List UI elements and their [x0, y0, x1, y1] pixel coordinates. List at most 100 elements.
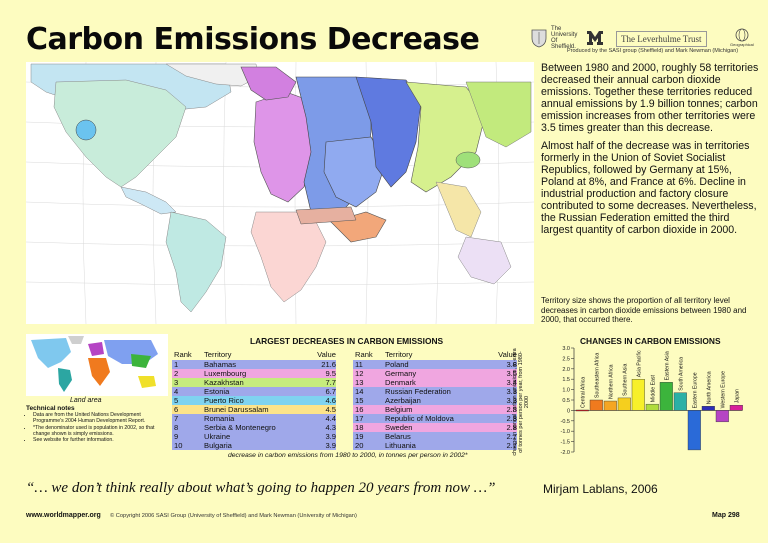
michigan-logo — [586, 28, 604, 48]
value-cell: 21.6 — [321, 360, 336, 369]
category-label: Northern Africa — [608, 364, 614, 399]
region-asia-east — [465, 81, 532, 148]
bar — [673, 392, 687, 411]
quote-author: Mirjam Lablans, 2006 — [543, 482, 658, 496]
territory-cell: Republic of Moldova — [385, 414, 454, 423]
value-cell: 4.3 — [325, 423, 336, 432]
cartogram-svg — [25, 61, 535, 325]
intro-text: Between 1980 and 2000, roughly 58 territ… — [541, 62, 763, 242]
region-caribbean — [75, 119, 97, 141]
rank-cell: 5 — [174, 396, 179, 405]
value-cell: 2.8 — [506, 405, 517, 414]
land-area-label: Land area — [70, 397, 102, 404]
bar — [715, 410, 729, 423]
sheffield-crest-icon — [531, 29, 547, 48]
header-value: Value — [317, 350, 336, 359]
rank-cell: 1 — [174, 360, 179, 369]
rank-cell: 11 — [355, 360, 363, 369]
rank-cell: 15 — [355, 396, 364, 405]
region-south-america — [165, 211, 227, 313]
copyright-text: © Copyright 2006 SASI Group (University … — [110, 513, 357, 519]
table-row: 18 Sweden 2.8 — [353, 423, 517, 432]
cartogram-map — [25, 61, 535, 325]
value-cell: 3.8 — [506, 360, 517, 369]
y-tick-label: -1.5 — [561, 440, 570, 446]
globe-icon — [735, 28, 749, 42]
mini-greenland — [68, 336, 84, 344]
territory-size-note: Territory size shows the proportion of a… — [541, 296, 747, 325]
rank-cell: 8 — [174, 423, 179, 432]
category-label: Japan — [734, 389, 740, 403]
largest-decreases-title: LARGEST DECREASES IN CARBON EMISSIONS — [250, 336, 444, 346]
y-tick-label: 1.5 — [562, 377, 570, 383]
bar — [729, 404, 743, 411]
territory-cell: Estonia — [204, 387, 230, 396]
value-cell: 3.3 — [506, 387, 517, 396]
table-row: 9 Ukraine 3.9 — [172, 432, 336, 441]
bar — [659, 382, 673, 411]
technical-note: *The denominator used is population in 2… — [33, 425, 171, 437]
mini-north-america — [31, 338, 71, 368]
quote: “… we don’t think really about what’s go… — [26, 480, 496, 496]
value-cell: 3.5 — [506, 369, 517, 378]
rank-cell: 2 — [174, 369, 179, 378]
bar — [617, 397, 631, 411]
technical-notes-list: Data are from the United Nations Develop… — [26, 412, 171, 443]
largest-table-right: Rank Territory Value 11 Poland 3.8 12 German… — [353, 350, 517, 450]
value-cell: 3.9 — [325, 441, 336, 450]
rank-cell: 9 — [174, 432, 179, 441]
table-row: 10 Bulgaria 3.9 — [172, 441, 336, 450]
website-link[interactable]: www.worldmapper.org — [26, 512, 101, 519]
y-tick-label: 2.5 — [562, 356, 570, 362]
value-cell: 3.4 — [506, 378, 517, 387]
region-south-asia — [435, 181, 482, 238]
michigan-m-icon — [587, 31, 603, 45]
category-label: Eastern Europe — [692, 372, 698, 408]
region-australia — [457, 236, 512, 285]
territory-cell: Luxembourg — [204, 369, 247, 378]
y-tick-label: -1.0 — [561, 429, 570, 435]
table-row: 2 Luxembourg 9.5 — [172, 369, 336, 378]
table-body-left: 1 Bahamas 21.6 2 Luxembourg 9.5 3 Kazakhstan 7.7… — [172, 360, 336, 450]
territory-cell: Kazakhstan — [204, 378, 244, 387]
table-row: 11 Poland 3.8 — [353, 360, 517, 369]
value-cell: 3.9 — [325, 432, 336, 441]
territory-cell: Bahamas — [204, 360, 237, 369]
territory-cell: Romania — [204, 414, 235, 423]
rank-cell: 10 — [174, 441, 183, 450]
region-kazakhstan-strip — [295, 206, 357, 225]
category-label: Asia Pacific — [636, 350, 642, 377]
region-western-europe — [253, 91, 317, 203]
table-row: 1 Bahamas 21.6 — [172, 360, 336, 369]
credit-line: Produced by the SASI group (Sheffield) a… — [567, 48, 739, 54]
logo-strip: The University Of Sheffield. The Leverhu… — [530, 26, 762, 56]
region-north-america — [53, 79, 187, 188]
region-greenland — [165, 63, 259, 87]
territory-cell: Puerto Rico — [204, 396, 244, 405]
rank-cell: 17 — [355, 414, 364, 423]
territory-cell: Russian Federation — [385, 387, 451, 396]
region-africa — [250, 211, 327, 303]
territory-cell: Germany — [385, 369, 417, 378]
technical-note: Data are from the United Nations Develop… — [33, 412, 171, 424]
header-rank: Rank — [355, 350, 373, 359]
category-label: Middle East — [650, 374, 656, 402]
territory-cell: Belgium — [385, 405, 413, 414]
territory-cell: Brunei Darussalam — [204, 405, 269, 414]
y-tick-label: 0.5 — [562, 398, 570, 404]
category-label: Southeastern Africa — [594, 353, 600, 398]
category-label: Southern Asia — [622, 364, 628, 396]
table-header: Rank Territory Value — [353, 350, 517, 360]
geo-logo: Geographical — [730, 28, 754, 48]
territory-cell: Lithuania — [385, 441, 416, 450]
territory-cell: Ukraine — [204, 432, 231, 441]
bar — [687, 410, 701, 451]
territory-cell: Azerbaijan — [385, 396, 421, 405]
table-row: 13 Denmark 3.4 — [353, 378, 517, 387]
technical-notes: Technical notes Data are from the United… — [26, 405, 171, 443]
table-caption: decrease in carbon emissions from 1980 t… — [228, 452, 468, 459]
technical-notes-heading: Technical notes — [26, 405, 75, 412]
value-cell: 3.3 — [506, 396, 517, 405]
rank-cell: 12 — [355, 369, 364, 378]
rank-cell: 3 — [174, 378, 179, 387]
